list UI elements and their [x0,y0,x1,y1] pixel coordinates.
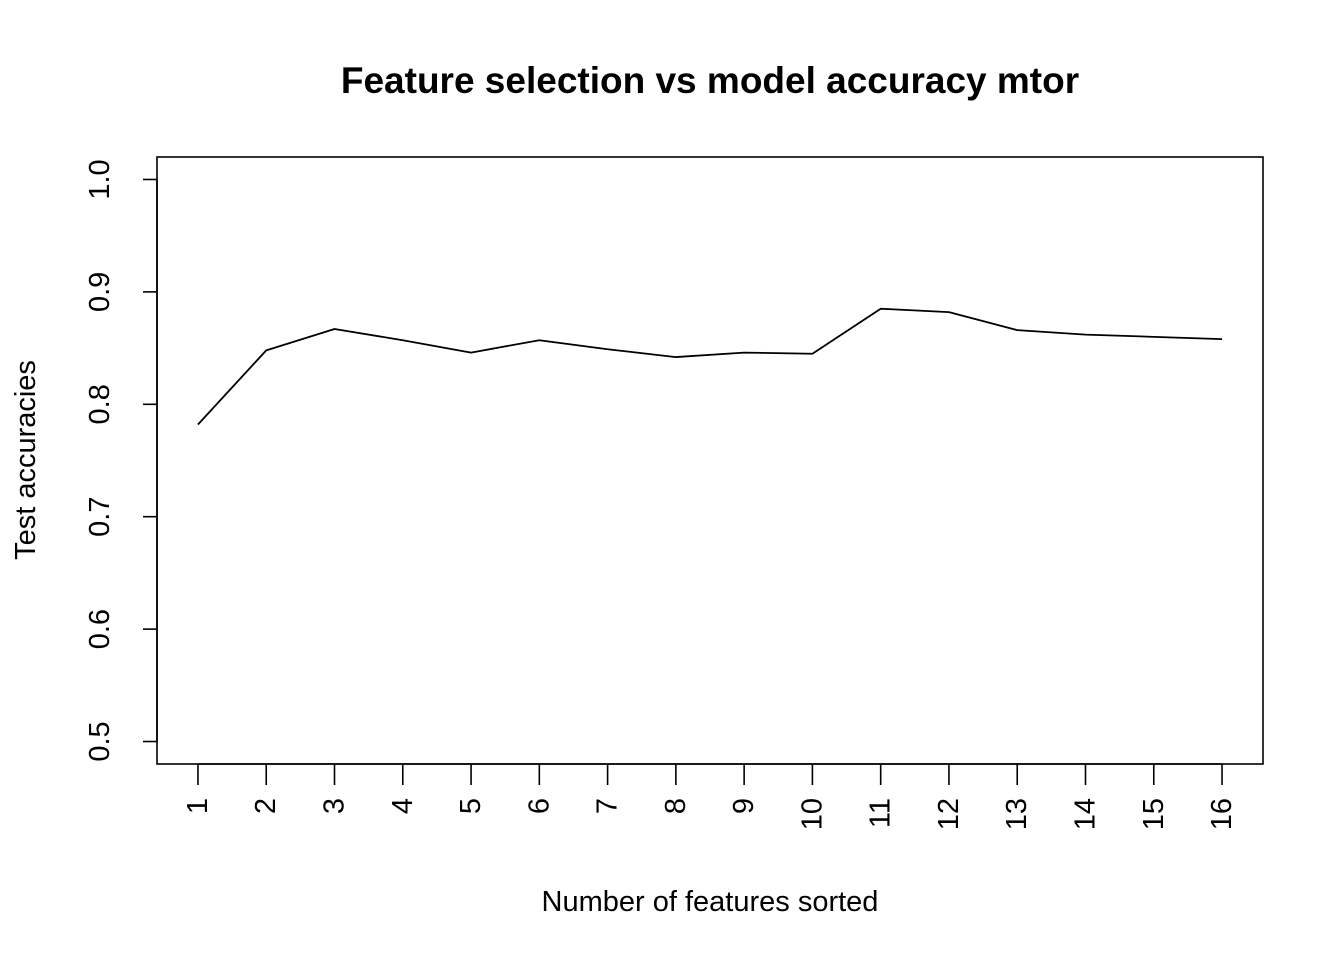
y-tick-label: 0.7 [84,497,116,537]
x-tick-label: 16 [1206,798,1238,830]
y-tick-label: 0.8 [84,384,116,424]
x-tick-label: 5 [455,798,487,814]
x-tick-label: 2 [250,798,282,814]
x-tick-label: 3 [319,798,351,814]
x-tick-label: 1 [182,798,214,814]
y-tick-label: 0.5 [84,721,116,761]
y-axis-label: Test accuracies [10,360,42,560]
x-axis: 1 2 3 4 5 6 7 8 9 10 11 12 13 14 15 16 [182,763,1238,830]
y-axis: 0.5 0.6 0.7 0.8 0.9 1.0 [84,159,158,762]
x-axis-label: Number of features sorted [542,886,879,918]
series-layer [197,307,1223,426]
x-tick-label: 8 [660,798,692,814]
x-tick-label: 7 [592,798,624,814]
series-line [197,307,1223,426]
chart-title: Feature selection vs model accuracy mtor [341,60,1079,101]
y-tick-label: 0.6 [84,609,116,649]
y-tick-label: 1.0 [84,159,116,199]
x-tick-label: 4 [387,798,419,814]
x-tick-label: 9 [728,798,760,814]
x-tick-label: 6 [523,798,555,814]
x-tick-label: 14 [1069,798,1101,830]
y-tick-label: 0.9 [84,272,116,312]
x-tick-label: 15 [1138,798,1170,830]
x-tick-label: 11 [865,798,897,828]
x-tick-label: 10 [796,798,828,830]
x-tick-label: 13 [1001,798,1033,830]
x-tick-label: 12 [933,798,965,830]
plot-frame [156,156,1264,765]
